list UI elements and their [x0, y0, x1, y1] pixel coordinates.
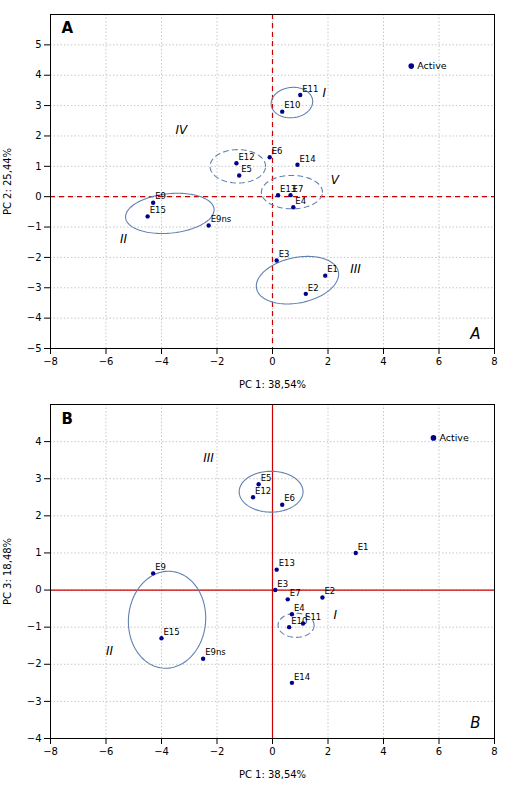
svg-text:E9ns: E9ns [211, 214, 232, 224]
svg-text:0: 0 [269, 356, 275, 367]
svg-text:E13: E13 [279, 558, 295, 568]
svg-text:E10: E10 [291, 615, 308, 626]
svg-text:8: 8 [491, 746, 497, 757]
svg-text:E3: E3 [279, 249, 290, 259]
svg-text:−2: −2 [210, 746, 225, 757]
svg-text:2: 2 [325, 746, 331, 757]
svg-text:3: 3 [35, 473, 41, 484]
svg-text:IV: IV [175, 123, 188, 137]
svg-text:E9: E9 [155, 191, 166, 201]
svg-text:2: 2 [35, 510, 41, 521]
svg-text:−2: −2 [27, 658, 42, 669]
svg-text:E5: E5 [261, 473, 272, 483]
svg-text:III: III [350, 262, 361, 276]
svg-text:E13: E13 [280, 184, 296, 194]
svg-text:I: I [322, 86, 326, 100]
svg-text:E10: E10 [284, 100, 300, 110]
svg-text:4: 4 [380, 356, 386, 367]
svg-text:E14: E14 [299, 154, 315, 164]
svg-text:0: 0 [35, 191, 41, 202]
svg-text:−6: −6 [99, 356, 114, 367]
svg-text:4: 4 [380, 746, 386, 757]
svg-text:−2: −2 [210, 356, 225, 367]
svg-text:0: 0 [35, 584, 41, 595]
svg-text:E9: E9 [155, 562, 166, 572]
svg-text:2: 2 [325, 356, 331, 367]
svg-text:2: 2 [35, 130, 41, 141]
svg-text:0: 0 [269, 746, 275, 757]
svg-text:−1: −1 [27, 221, 42, 232]
svg-text:PC 1: 38,54%: PC 1: 38,54% [239, 769, 306, 780]
svg-text:−6: −6 [99, 746, 114, 757]
svg-text:Active: Active [417, 60, 447, 71]
svg-text:E15: E15 [150, 205, 166, 215]
svg-text:PC 1: 38,54%: PC 1: 38,54% [239, 379, 306, 390]
svg-text:1: 1 [35, 547, 41, 558]
svg-text:−3: −3 [27, 696, 42, 707]
svg-text:E11: E11 [302, 84, 318, 94]
svg-text:5: 5 [35, 39, 41, 50]
svg-text:E1: E1 [327, 264, 338, 274]
svg-text:−4: −4 [27, 312, 42, 323]
svg-text:E7: E7 [290, 588, 301, 598]
svg-text:Active: Active [439, 432, 469, 443]
svg-text:PC 3: 18,48%: PC 3: 18,48% [2, 538, 13, 605]
svg-text:E6: E6 [272, 146, 283, 156]
svg-text:1: 1 [35, 161, 41, 172]
svg-text:A: A [469, 325, 480, 343]
svg-text:E2: E2 [324, 586, 335, 596]
svg-text:−4: −4 [154, 746, 169, 757]
svg-text:−4: −4 [154, 356, 169, 367]
svg-text:E14: E14 [294, 672, 310, 682]
svg-text:E12: E12 [255, 486, 271, 496]
svg-text:−1: −1 [27, 621, 42, 632]
svg-text:4: 4 [35, 69, 41, 80]
svg-text:A: A [62, 19, 74, 37]
svg-text:6: 6 [436, 746, 442, 757]
svg-text:E9ns: E9ns [205, 647, 226, 657]
svg-text:I: I [334, 608, 338, 622]
svg-text:−4: −4 [27, 733, 42, 744]
svg-text:E4: E4 [294, 603, 305, 613]
svg-text:6: 6 [436, 356, 442, 367]
svg-text:E3: E3 [277, 579, 288, 589]
svg-text:E11: E11 [305, 612, 321, 622]
svg-text:II: II [120, 232, 128, 246]
svg-text:E12: E12 [238, 152, 254, 162]
svg-text:−5: −5 [27, 343, 42, 354]
svg-text:III: III [203, 451, 214, 465]
svg-text:E2: E2 [308, 283, 319, 293]
svg-text:−2: −2 [27, 252, 42, 263]
svg-text:8: 8 [491, 356, 497, 367]
svg-text:B: B [470, 714, 480, 732]
svg-text:E15: E15 [164, 627, 180, 637]
svg-text:E4: E4 [295, 196, 306, 206]
svg-text:II: II [106, 644, 114, 658]
svg-text:−8: −8 [43, 746, 58, 757]
svg-text:4: 4 [35, 436, 41, 447]
svg-text:V: V [331, 173, 340, 187]
svg-text:E5: E5 [241, 164, 252, 174]
svg-text:E6: E6 [284, 493, 295, 503]
svg-text:3: 3 [35, 100, 41, 111]
svg-text:−8: −8 [43, 356, 58, 367]
svg-text:E1: E1 [358, 542, 369, 552]
svg-text:PC 2: 25,44%: PC 2: 25,44% [2, 148, 13, 215]
svg-text:B: B [62, 410, 73, 428]
svg-text:−3: −3 [27, 282, 42, 293]
svg-text:E7: E7 [292, 183, 304, 194]
